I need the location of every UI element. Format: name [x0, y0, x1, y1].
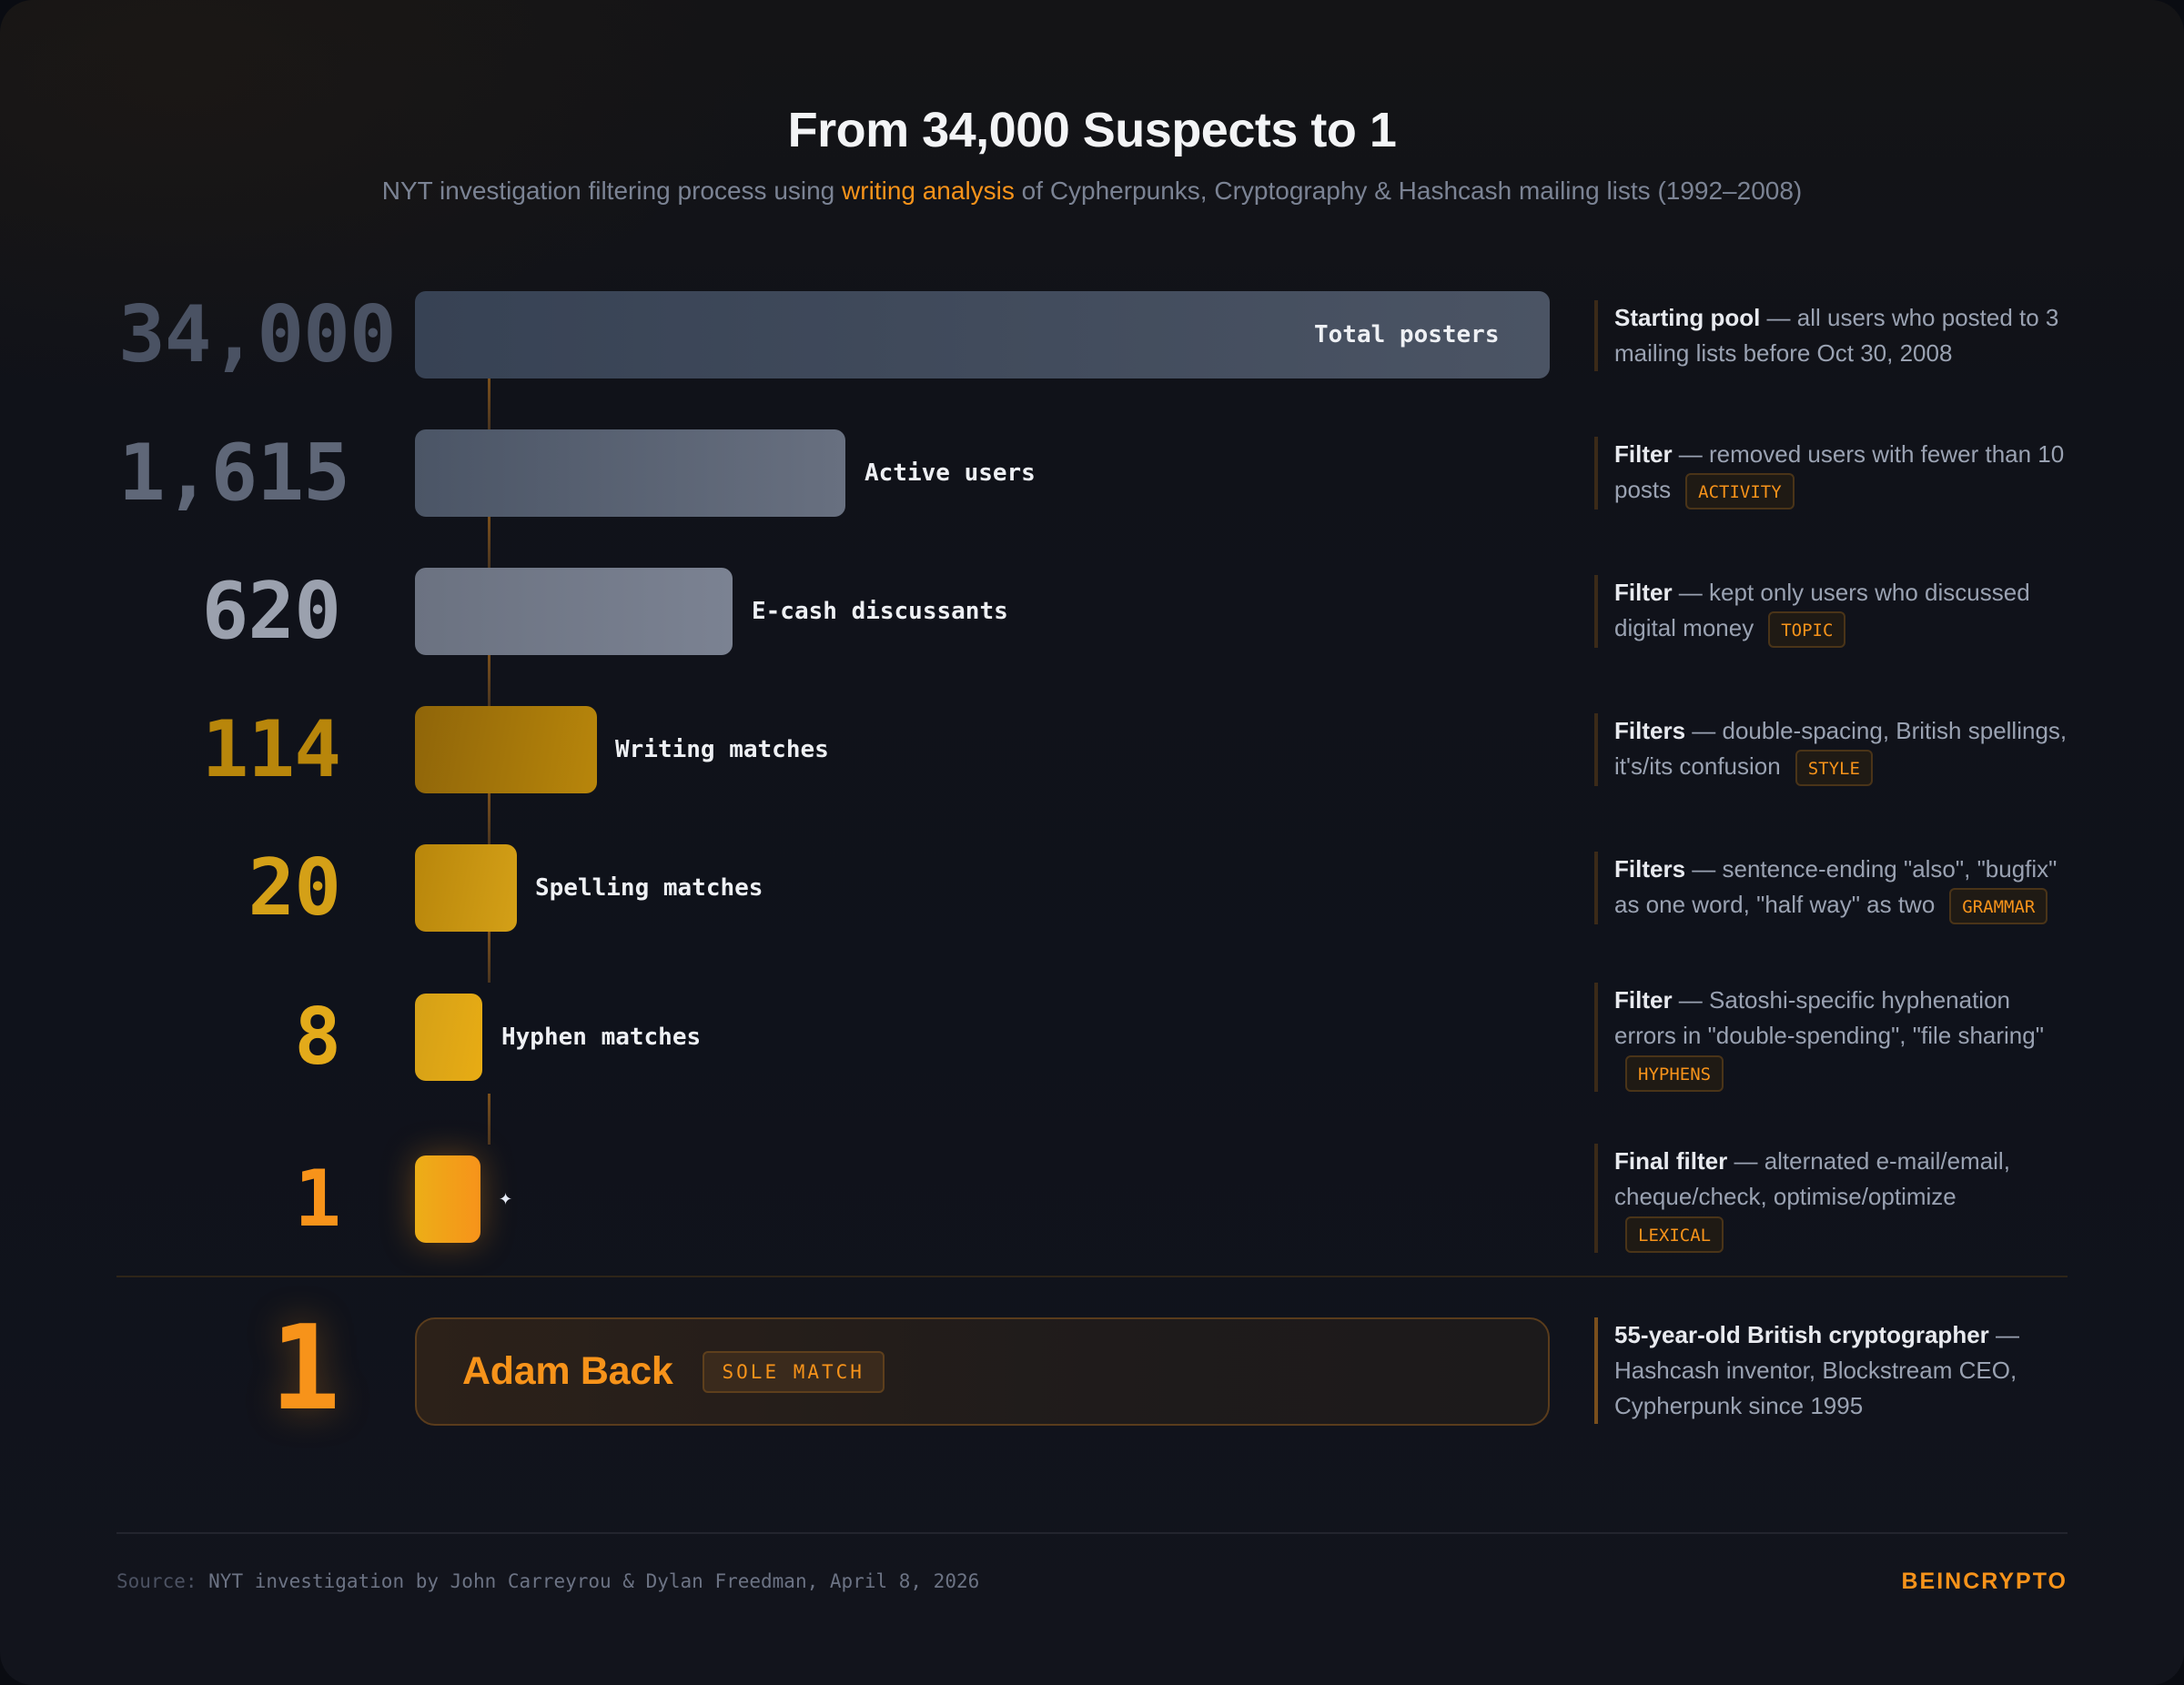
- stage-count: 20: [248, 842, 341, 933]
- connector-line: [488, 793, 490, 844]
- connector-line: [488, 378, 490, 429]
- result-divider: [116, 1276, 2068, 1277]
- note-text: — Satoshi-specific hyphenation errors in…: [1614, 986, 2044, 1049]
- stage-count: 34,000: [118, 289, 397, 380]
- stage-count: 1,615: [118, 428, 350, 519]
- note-text: — all users who posted to 3 mailing list…: [1614, 304, 2059, 367]
- connector-line: [488, 655, 490, 706]
- result-card: Adam Back SOLE MATCH: [415, 1317, 1550, 1426]
- note-text: — removed users with fewer than 10 posts: [1614, 440, 2065, 503]
- page-title: From 34,000 Suspects to 1: [787, 103, 1397, 157]
- stage-note: Starting pool — all users who posted to …: [1594, 300, 2068, 371]
- stage-note: Filters — sentence-ending "also", "bugfi…: [1594, 852, 2068, 925]
- subtitle-text-end: of Cypherpunks, Cryptography & Hashcash …: [1014, 177, 1803, 205]
- result-name: Adam Back: [462, 1349, 673, 1393]
- header: From 34,000 Suspects to 1 NYT investigat…: [0, 98, 2184, 207]
- subtitle-highlight: writing analysis: [842, 177, 1015, 205]
- stage-note: Filters — double-spacing, British spelli…: [1594, 713, 2068, 787]
- connector-line: [488, 932, 490, 983]
- brand-logo: BEINCRYPTO: [1901, 1569, 2068, 1594]
- sole-match-badge: SOLE MATCH: [702, 1350, 885, 1393]
- note-text: — kept only users who discussed digital …: [1614, 579, 2030, 641]
- stage-count: 1: [294, 1154, 341, 1245]
- filter-tag: TOPIC: [1768, 611, 1846, 649]
- source-credit: Source: NYT investigation by John Carrey…: [116, 1570, 979, 1592]
- sparkle-icon: ✦: [499, 1190, 513, 1208]
- stage-label: Active users: [864, 459, 1036, 487]
- stage-label: Hyphen matches: [501, 1024, 702, 1051]
- stage-count: 620: [201, 566, 341, 657]
- stage-bar: [415, 429, 845, 517]
- result-note: 55-year-old British cryptographer — Hash…: [1594, 1317, 2068, 1424]
- stage-bar: [415, 568, 733, 655]
- note-text: — double-spacing, British spellings, it'…: [1614, 717, 2068, 780]
- stage-label: Total posters: [1314, 321, 1500, 348]
- note-title: Filter: [1614, 440, 1673, 468]
- note-title: 55-year-old British cryptographer: [1614, 1321, 1989, 1348]
- filter-tag: LEXICAL: [1625, 1216, 1724, 1254]
- note-title: Final filter: [1614, 1147, 1728, 1175]
- filter-tag: HYPHENS: [1625, 1055, 1724, 1093]
- result-count: 1: [269, 1301, 340, 1437]
- filter-tag: GRAMMAR: [1949, 888, 2048, 925]
- stage-label: Spelling matches: [535, 874, 763, 902]
- note-title: Filters: [1614, 855, 1686, 883]
- note-text: — Hashcash inventor, Blockstream CEO, Cy…: [1614, 1321, 2020, 1419]
- stage-label: Writing matches: [615, 736, 829, 763]
- note-title: Filters: [1614, 717, 1686, 744]
- stage-note: Final filter — alternated e-mail/email, …: [1594, 1144, 2068, 1254]
- stage-bar: [415, 994, 482, 1081]
- stage-count: 114: [201, 704, 341, 795]
- connector-line: [488, 517, 490, 568]
- footer-divider: [116, 1532, 2068, 1534]
- filter-tag: STYLE: [1795, 750, 1873, 787]
- stage-count: 8: [294, 992, 341, 1083]
- stage-bar: [415, 291, 1550, 378]
- source-text: NYT investigation by John Carreyrou & Dy…: [197, 1570, 980, 1592]
- connector-line: [488, 1094, 490, 1145]
- subtitle-text: NYT investigation filtering process usin…: [381, 177, 843, 205]
- note-title: Starting pool: [1614, 304, 1761, 331]
- note-title: Filter: [1614, 579, 1673, 606]
- page-subtitle: NYT investigation filtering process usin…: [0, 175, 2184, 207]
- filter-tag: ACTIVITY: [1685, 473, 1795, 510]
- stage-note: Filter — kept only users who discussed d…: [1594, 575, 2068, 649]
- stage-note: Filter — Satoshi-specific hyphenation er…: [1594, 983, 2068, 1093]
- stage-bar: [415, 706, 597, 793]
- note-title: Filter: [1614, 986, 1673, 1014]
- stage-label: E-cash discussants: [752, 598, 1008, 625]
- note-text: — alternated e-mail/email, cheque/check,…: [1614, 1147, 2010, 1210]
- note-text: — sentence-ending "also", "bugfix" as on…: [1614, 855, 2058, 918]
- stage-bar-final: [415, 1155, 480, 1243]
- stage-note: Filter — removed users with fewer than 1…: [1594, 437, 2068, 510]
- stage-bar: [415, 844, 517, 932]
- source-label: Source:: [116, 1570, 197, 1592]
